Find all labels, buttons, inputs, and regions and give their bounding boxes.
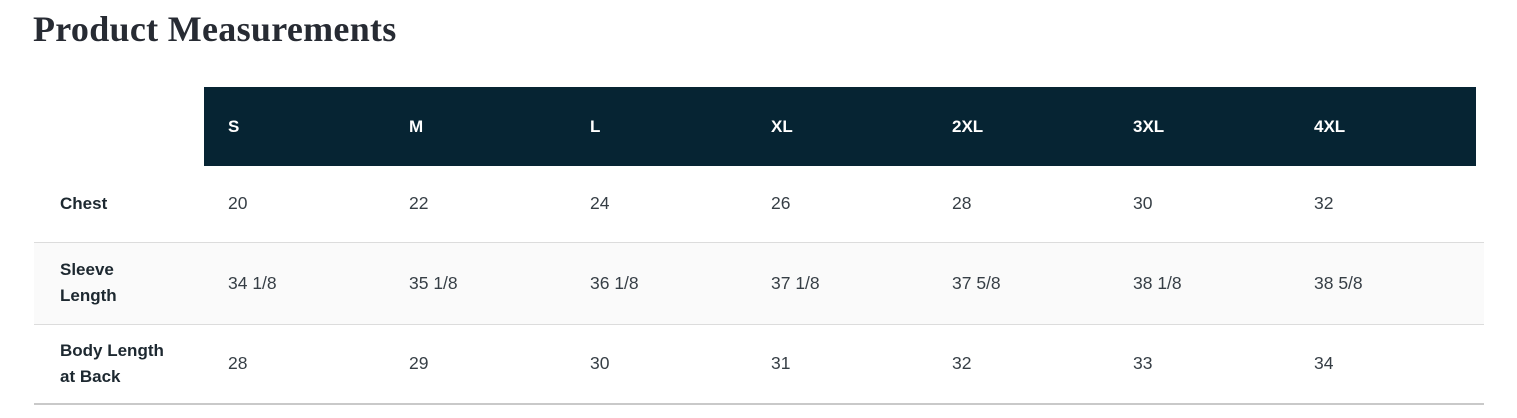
measurements-table: S M L XL 2XL 3XL 4XL Chest 20 22 24 26 2… — [34, 87, 1484, 405]
row-label-sleeve-length: Sleeve Length — [34, 242, 228, 324]
measurement-cell: 33 — [1133, 353, 1153, 374]
row-label-text: Body Length at Back — [60, 340, 164, 386]
row-label-chest: Chest — [34, 166, 228, 242]
table-row-chest: Chest 20 22 24 26 28 30 32 — [34, 166, 1484, 242]
size-column-header-m: M — [409, 87, 590, 166]
measurement-cell: 36 1/8 — [590, 272, 639, 293]
size-column-header-s: S — [228, 87, 409, 166]
measurement-cell: 34 — [1314, 353, 1334, 374]
row-label-text: Chest — [60, 193, 108, 213]
size-header-row: S M L XL 2XL 3XL 4XL — [34, 87, 1484, 166]
measurement-cell: 28 — [952, 193, 972, 214]
measurement-cell: 35 1/8 — [409, 272, 458, 293]
measurement-cell: 24 — [590, 193, 610, 214]
measurement-cell: 34 1/8 — [228, 272, 277, 293]
size-column-header-3xl: 3XL — [1133, 87, 1314, 166]
measurement-cell: 37 1/8 — [771, 272, 820, 293]
size-column-header-xl: XL — [771, 87, 952, 166]
measurement-cell: 30 — [590, 353, 610, 374]
row-label-text: Sleeve Length — [60, 260, 117, 305]
table-row-sleeve-length: Sleeve Length 34 1/8 35 1/8 36 1/8 37 1/… — [34, 242, 1484, 324]
size-column-header-l: L — [590, 87, 771, 166]
product-measurements-section: Product Measurements S M L XL 2XL 3XL 4X… — [33, 9, 1484, 405]
measurement-cell: 20 — [228, 193, 248, 214]
measurement-cell: 31 — [771, 353, 791, 374]
measurement-cell: 22 — [409, 193, 429, 214]
page-title: Product Measurements — [33, 9, 397, 49]
size-column-header-2xl: 2XL — [952, 87, 1133, 166]
measurement-cell: 26 — [771, 193, 791, 214]
measurement-cell: 32 — [1314, 193, 1334, 214]
table-row-body-length-at-back: Body Length at Back 28 29 30 31 32 33 34 — [34, 324, 1484, 404]
measurement-cell: 29 — [409, 353, 429, 374]
corner-cell — [34, 87, 228, 166]
measurement-cell: 38 1/8 — [1133, 272, 1182, 293]
measurement-cell: 30 — [1133, 193, 1153, 214]
row-label-body-length-at-back: Body Length at Back — [34, 324, 228, 404]
measurement-cell: 37 5/8 — [952, 272, 1001, 293]
size-column-header-4xl: 4XL — [1314, 87, 1484, 166]
measurement-cell: 38 5/8 — [1314, 272, 1363, 293]
measurement-cell: 32 — [952, 353, 972, 374]
measurement-cell: 28 — [228, 353, 248, 374]
